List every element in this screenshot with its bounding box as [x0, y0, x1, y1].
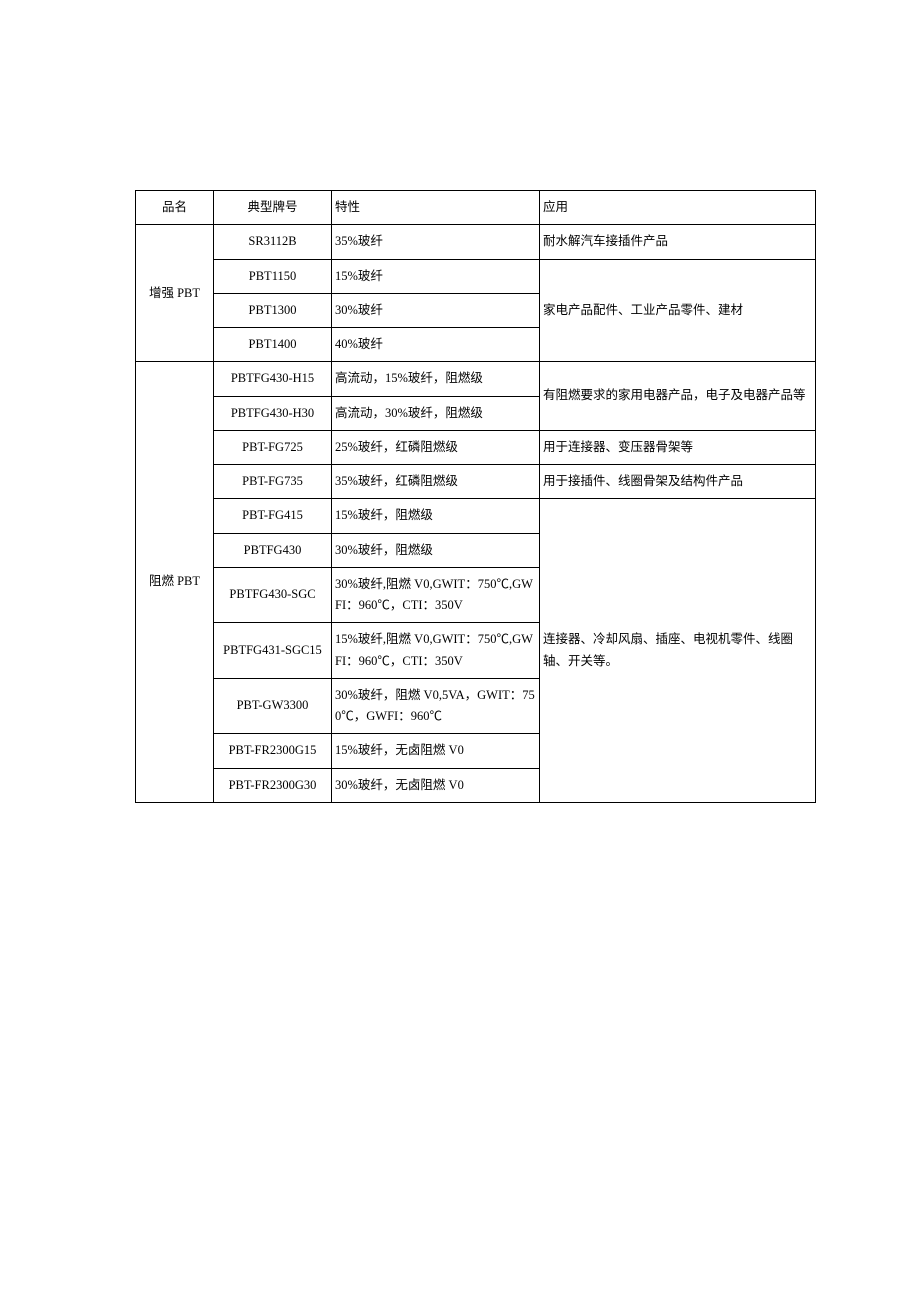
application-cell: 连接器、冷却风扇、插座、电视机零件、线圈轴、开关等。: [540, 499, 816, 803]
model-cell: PBTFG430-H15: [214, 362, 332, 396]
feature-cell: 30%玻纤: [332, 293, 540, 327]
group-name-cell: 增强 PBT: [136, 225, 214, 362]
feature-cell: 30%玻纤，阻燃 V0,5VA，GWIT：750℃，GWFI：960℃: [332, 678, 540, 734]
model-cell: PBT1400: [214, 328, 332, 362]
model-cell: PBT-GW3300: [214, 678, 332, 734]
table-row: PBT-FG73535%玻纤，红磷阻燃级用于接插件、线圈骨架及结构件产品: [136, 465, 816, 499]
table-row: 阻燃 PBTPBTFG430-H15高流动，15%玻纤，阻燃级有阻燃要求的家用电…: [136, 362, 816, 396]
feature-cell: 35%玻纤: [332, 225, 540, 259]
feature-cell: 高流动，15%玻纤，阻燃级: [332, 362, 540, 396]
table-row: 增强 PBTSR3112B35%玻纤耐水解汽车接插件产品: [136, 225, 816, 259]
feature-cell: 高流动，30%玻纤，阻燃级: [332, 396, 540, 430]
pbt-material-table: 品名典型牌号特性应用增强 PBTSR3112B35%玻纤耐水解汽车接插件产品PB…: [135, 190, 816, 803]
col-header-model: 典型牌号: [214, 191, 332, 225]
model-cell: PBT-FG415: [214, 499, 332, 533]
col-header-name: 品名: [136, 191, 214, 225]
feature-cell: 15%玻纤: [332, 259, 540, 293]
feature-cell: 30%玻纤,阻燃 V0,GWIT：750℃,GWFI：960℃，CTI：350V: [332, 567, 540, 623]
table-row: PBT115015%玻纤家电产品配件、工业产品零件、建材: [136, 259, 816, 293]
feature-cell: 15%玻纤，阻燃级: [332, 499, 540, 533]
application-cell: 用于接插件、线圈骨架及结构件产品: [540, 465, 816, 499]
model-cell: PBTFG431-SGC15: [214, 623, 332, 679]
model-cell: PBT-FR2300G30: [214, 768, 332, 802]
model-cell: PBTFG430-H30: [214, 396, 332, 430]
application-cell: 家电产品配件、工业产品零件、建材: [540, 259, 816, 362]
model-cell: PBTFG430: [214, 533, 332, 567]
model-cell: PBT-FG725: [214, 430, 332, 464]
feature-cell: 30%玻纤，无卤阻燃 V0: [332, 768, 540, 802]
model-cell: SR3112B: [214, 225, 332, 259]
feature-cell: 15%玻纤，无卤阻燃 V0: [332, 734, 540, 768]
col-header-app: 应用: [540, 191, 816, 225]
application-cell: 用于连接器、变压器骨架等: [540, 430, 816, 464]
feature-cell: 15%玻纤,阻燃 V0,GWIT：750℃,GWFI：960℃，CTI：350V: [332, 623, 540, 679]
feature-cell: 35%玻纤，红磷阻燃级: [332, 465, 540, 499]
table-row: PBT-FG72525%玻纤，红磷阻燃级用于连接器、变压器骨架等: [136, 430, 816, 464]
application-cell: 有阻燃要求的家用电器产品，电子及电器产品等: [540, 362, 816, 431]
feature-cell: 25%玻纤，红磷阻燃级: [332, 430, 540, 464]
model-cell: PBT-FG735: [214, 465, 332, 499]
page: 品名典型牌号特性应用增强 PBTSR3112B35%玻纤耐水解汽车接插件产品PB…: [0, 0, 920, 803]
group-name-cell: 阻燃 PBT: [136, 362, 214, 803]
model-cell: PBT1150: [214, 259, 332, 293]
feature-cell: 30%玻纤，阻燃级: [332, 533, 540, 567]
model-cell: PBTFG430-SGC: [214, 567, 332, 623]
application-cell: 耐水解汽车接插件产品: [540, 225, 816, 259]
table-header-row: 品名典型牌号特性应用: [136, 191, 816, 225]
model-cell: PBT-FR2300G15: [214, 734, 332, 768]
model-cell: PBT1300: [214, 293, 332, 327]
table-row: PBT-FG41515%玻纤，阻燃级连接器、冷却风扇、插座、电视机零件、线圈轴、…: [136, 499, 816, 533]
col-header-feature: 特性: [332, 191, 540, 225]
feature-cell: 40%玻纤: [332, 328, 540, 362]
